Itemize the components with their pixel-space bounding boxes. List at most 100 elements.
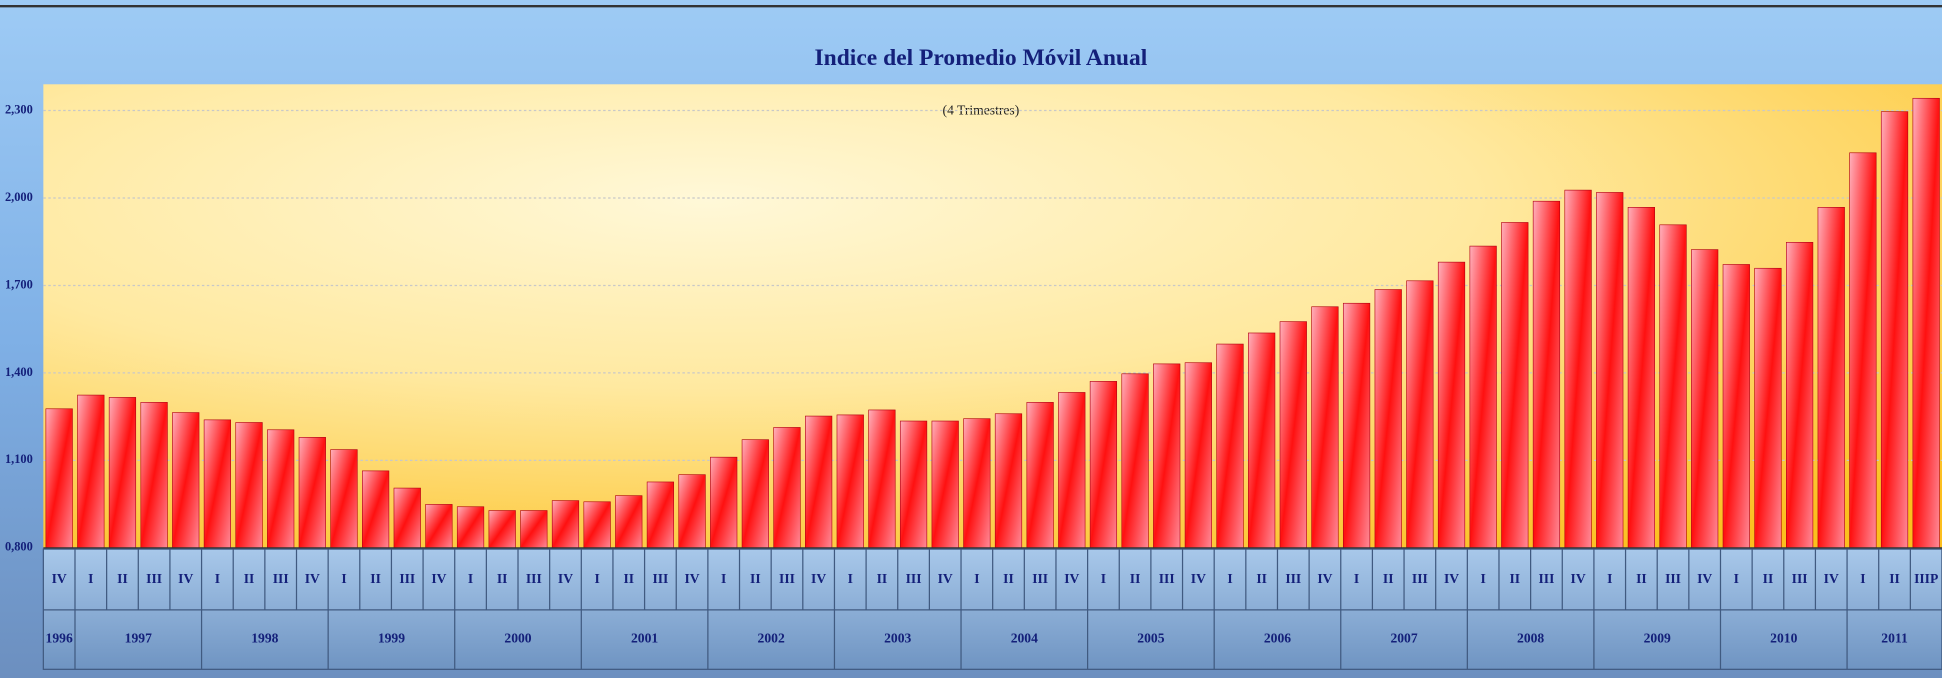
year-label: 2001 <box>631 631 658 646</box>
x-tick-label: III <box>526 571 542 586</box>
bar <box>267 429 295 549</box>
x-tick-label: II <box>1003 571 1014 586</box>
x-tick-label: I <box>1860 571 1865 586</box>
bar <box>1754 267 1782 549</box>
bar <box>773 427 801 549</box>
year-label: 2003 <box>884 631 911 646</box>
x-tick-label: II <box>1636 571 1647 586</box>
bar <box>362 470 390 549</box>
bar <box>520 510 548 549</box>
x-tick-label: I <box>88 571 93 586</box>
bar <box>805 415 833 549</box>
x-tick-label: IV <box>1824 571 1839 586</box>
x-tick-label: III <box>1159 571 1175 586</box>
y-tick-label: 2,000 <box>5 190 33 204</box>
bar <box>45 408 73 549</box>
bar <box>1121 373 1149 549</box>
y-tick-label: 0,800 <box>5 540 33 554</box>
x-tick-label: III <box>1285 571 1301 586</box>
x-tick-label: I <box>341 571 346 586</box>
x-tick-label: I <box>1101 571 1106 586</box>
year-label: 1996 <box>46 631 73 646</box>
bar <box>1532 200 1561 549</box>
x-tick-label: I <box>1354 571 1359 586</box>
bar <box>1627 207 1655 549</box>
year-label: 1997 <box>125 631 152 646</box>
year-label: 1998 <box>251 631 278 646</box>
year-label: 2000 <box>504 631 531 646</box>
bar <box>646 481 675 549</box>
x-tick-label: II <box>1763 571 1774 586</box>
bar <box>1248 332 1276 549</box>
year-label: 2010 <box>1770 631 1797 646</box>
x-tick-label: I <box>468 571 473 586</box>
x-tick-label: II <box>1510 571 1521 586</box>
x-tick-label: IV <box>1697 571 1712 586</box>
bar <box>1596 192 1624 549</box>
x-tick-label: II <box>117 571 128 586</box>
x-tick-label: III <box>906 571 922 586</box>
bar <box>1817 207 1845 549</box>
x-tick-label: II <box>244 571 255 586</box>
x-tick-label: I <box>974 571 979 586</box>
bar <box>1216 343 1244 549</box>
x-tick-label: II <box>1256 571 1267 586</box>
bar <box>583 501 611 549</box>
bar <box>1153 363 1181 549</box>
x-tick-label: I <box>1481 571 1486 586</box>
year-label: 2011 <box>1881 631 1908 646</box>
year-label: 2008 <box>1517 631 1544 646</box>
bar <box>741 439 769 549</box>
bar <box>77 394 105 549</box>
bar <box>172 412 200 549</box>
bar <box>868 409 896 549</box>
x-tick-label: IV <box>1064 571 1079 586</box>
bar <box>1786 241 1814 549</box>
y-tick-label: 1,100 <box>5 452 33 466</box>
x-tick-label: I <box>1607 571 1612 586</box>
bar <box>1469 245 1497 549</box>
bar <box>1058 392 1086 549</box>
x-tick-label: II <box>623 571 634 586</box>
x-tick-label: II <box>877 571 888 586</box>
bar <box>488 510 516 549</box>
x-tick-label: IV <box>1191 571 1206 586</box>
x-tick-label: III <box>1665 571 1681 586</box>
x-tick-label: IV <box>431 571 446 586</box>
x-tick-label: III <box>1032 571 1048 586</box>
bar <box>1501 222 1529 549</box>
bar <box>298 437 326 549</box>
bar <box>1311 306 1339 549</box>
x-tick-label: IV <box>1571 571 1586 586</box>
bar <box>1691 249 1719 549</box>
year-label: 2006 <box>1264 631 1291 646</box>
x-tick-label: III <box>1412 571 1428 586</box>
bar <box>330 449 358 549</box>
x-tick-label: I <box>721 571 726 586</box>
chart-title: Indice del Promedio Móvil Anual <box>814 45 1147 71</box>
bar <box>1279 321 1307 549</box>
x-tick-label: IV <box>811 571 826 586</box>
bar <box>1880 111 1909 549</box>
x-tick-label: III <box>779 571 795 586</box>
bar <box>1089 381 1118 549</box>
x-tick-label: II <box>1383 571 1394 586</box>
bar <box>615 495 643 549</box>
x-tick-label: III <box>399 571 415 586</box>
x-tick-label: IV <box>938 571 953 586</box>
x-tick-label: IV <box>52 571 67 586</box>
x-tick-label: I <box>1734 571 1739 586</box>
bar <box>393 487 421 549</box>
x-tick-label: IIIP <box>1914 571 1938 586</box>
x-tick-label: II <box>370 571 381 586</box>
bar <box>551 500 580 549</box>
year-label: 2007 <box>1390 631 1417 646</box>
year-label: 2005 <box>1137 631 1164 646</box>
x-tick-label: II <box>1889 571 1900 586</box>
x-tick-label: IV <box>1444 571 1459 586</box>
y-tick-label: 1,700 <box>5 277 33 291</box>
bar <box>836 414 864 549</box>
bar <box>1437 261 1466 549</box>
bar <box>678 474 706 549</box>
